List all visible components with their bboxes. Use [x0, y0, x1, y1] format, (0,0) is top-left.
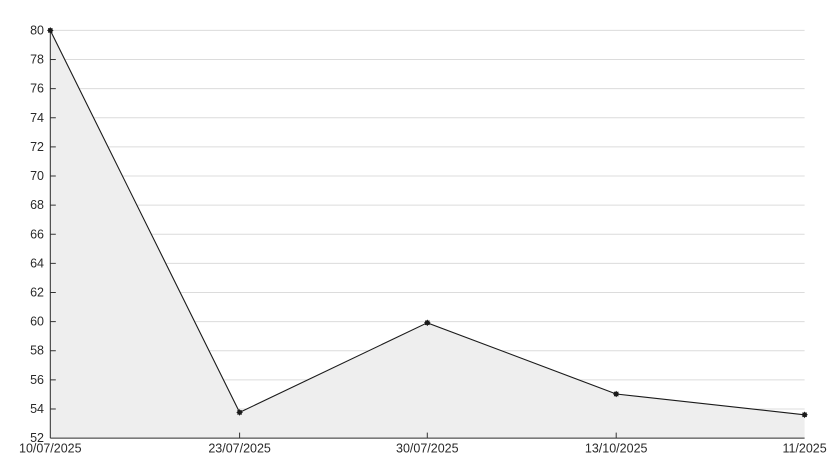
svg-text:70: 70	[30, 169, 44, 183]
svg-text:60: 60	[30, 315, 44, 329]
svg-text:30/07/2025: 30/07/2025	[396, 442, 459, 456]
svg-text:64: 64	[30, 256, 44, 270]
svg-text:11/2025: 11/2025	[782, 442, 826, 456]
svg-text:68: 68	[30, 198, 44, 212]
svg-text:80: 80	[30, 23, 44, 37]
svg-text:72: 72	[30, 140, 44, 154]
svg-text:13/10/2025: 13/10/2025	[585, 442, 648, 456]
svg-text:76: 76	[30, 82, 44, 96]
svg-text:66: 66	[30, 227, 44, 241]
svg-text:10/07/2025: 10/07/2025	[19, 442, 82, 456]
svg-text:74: 74	[30, 111, 44, 125]
svg-text:78: 78	[30, 53, 44, 67]
svg-text:62: 62	[30, 285, 44, 299]
svg-text:23/07/2025: 23/07/2025	[208, 442, 271, 456]
svg-text:58: 58	[30, 344, 44, 358]
svg-text:54: 54	[30, 402, 44, 416]
svg-text:56: 56	[30, 373, 44, 387]
